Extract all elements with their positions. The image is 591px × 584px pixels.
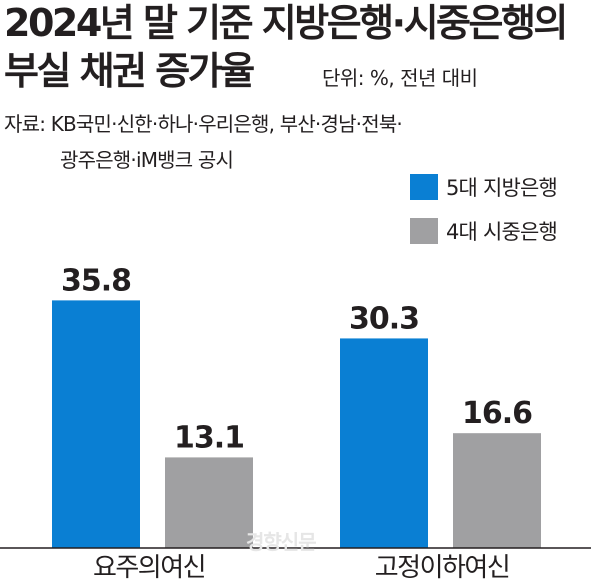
data-label-2-2: 16.6 — [462, 396, 532, 431]
chart-title-line2: 부실 채권 증가율 — [4, 49, 255, 93]
chart-title-line1: 2024년 말 기준 지방은행·시중은행의 — [4, 1, 568, 45]
x-tick-label-2: 고정이하여신 — [375, 553, 510, 583]
legend-swatch-2 — [410, 218, 438, 244]
x-tick-label-1: 요주의여신 — [93, 553, 205, 583]
legend-label-1: 5대 지방은행 — [446, 176, 557, 200]
source-line2: 광주은행·iM뱅크 공시 — [60, 148, 234, 172]
bar-2-2 — [453, 433, 541, 548]
watermark: 경향신문 — [246, 530, 317, 554]
unit-label: 단위: %, 전년 대비 — [322, 66, 478, 90]
source-line1: 자료: KB국민·신한·하나·우리은행, 부산·경남·전북· — [4, 112, 403, 136]
bar-1-2 — [340, 338, 428, 548]
legend-swatch-1 — [410, 174, 438, 200]
bar-2-1 — [165, 457, 253, 548]
bar-1-1 — [52, 300, 140, 548]
data-label-1-1: 35.8 — [61, 263, 131, 298]
data-label-2-1: 13.1 — [174, 420, 244, 455]
legend-label-2: 4대 시중은행 — [446, 220, 557, 244]
data-label-1-2: 30.3 — [349, 301, 419, 336]
